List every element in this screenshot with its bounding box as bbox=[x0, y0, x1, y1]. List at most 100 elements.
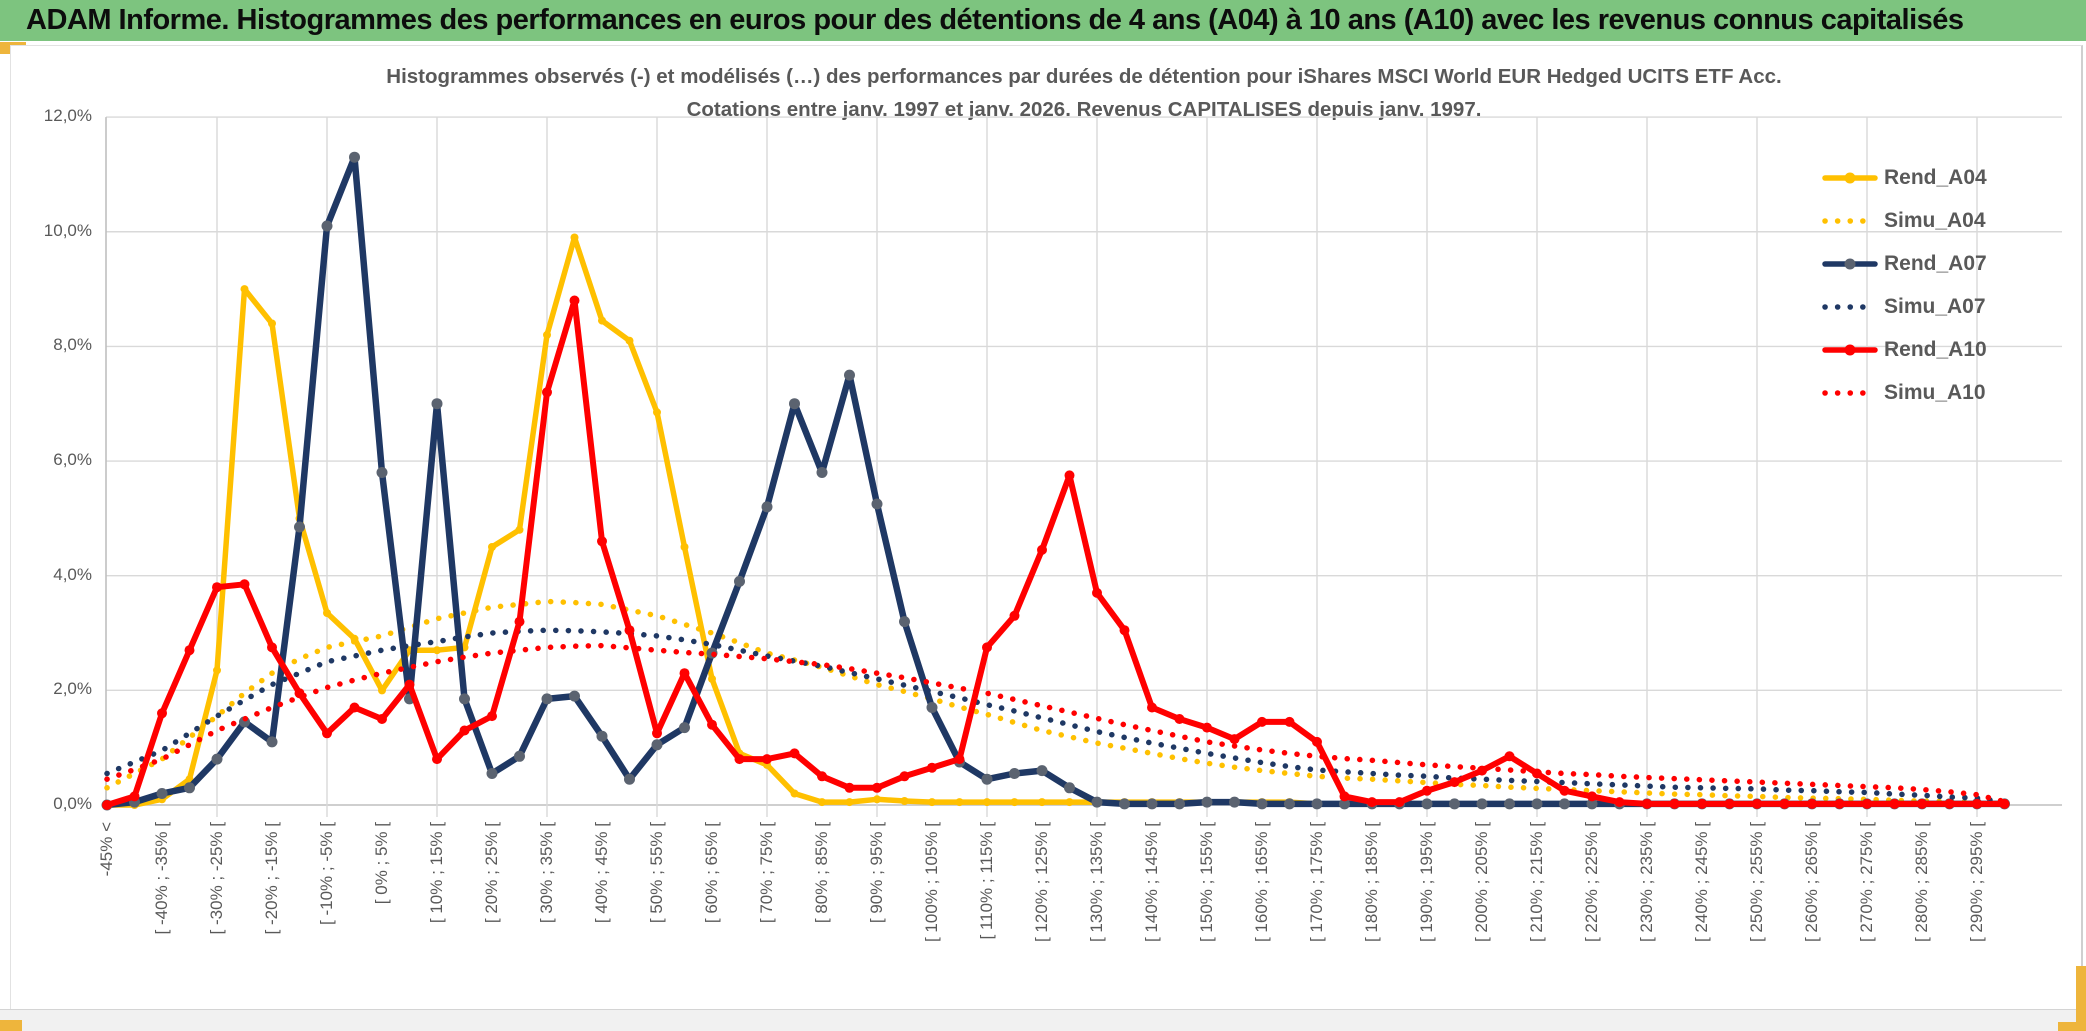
marker-Rend_A10 bbox=[1834, 798, 1845, 809]
marker-Rend_A10 bbox=[1669, 798, 1680, 809]
marker-Rend_A07 bbox=[679, 722, 690, 734]
legend-label: Rend_A10 bbox=[1884, 337, 1987, 361]
marker-Rend_A10 bbox=[1284, 716, 1295, 727]
x-axis-label: [ 10% ; 15% [ bbox=[427, 822, 446, 924]
x-axis-label: [ 80% ; 85% [ bbox=[812, 822, 831, 924]
series-Simu_A04[interactable] bbox=[104, 598, 2008, 807]
marker-Rend_A04 bbox=[790, 789, 799, 798]
marker-Rend_A07 bbox=[431, 398, 443, 410]
marker-Rend_A04 bbox=[1038, 798, 1046, 807]
marker-Rend_A10 bbox=[1724, 798, 1735, 809]
marker-Rend_A10 bbox=[652, 728, 662, 739]
marker-Rend_A04 bbox=[708, 674, 716, 683]
marker-Rend_A07 bbox=[349, 151, 360, 163]
legend-item-Simu_A04[interactable]: Simu_A04 bbox=[1822, 199, 1987, 242]
marker-Rend_A10 bbox=[1862, 798, 1872, 809]
marker-Rend_A10 bbox=[927, 762, 937, 773]
marker-Rend_A10 bbox=[1092, 587, 1102, 598]
marker-Rend_A04 bbox=[900, 797, 909, 805]
marker-Rend_A07 bbox=[294, 521, 305, 533]
marker-Rend_A10 bbox=[789, 748, 800, 759]
marker-Rend_A07 bbox=[1201, 796, 1213, 808]
marker-Rend_A07 bbox=[1009, 768, 1020, 779]
legend-item-Rend_A07[interactable]: Rend_A07 bbox=[1822, 242, 1987, 285]
marker-Rend_A07 bbox=[1064, 782, 1075, 794]
marker-Rend_A07 bbox=[761, 501, 773, 513]
marker-Rend_A07 bbox=[596, 730, 608, 742]
marker-Rend_A10 bbox=[267, 642, 277, 653]
marker-Rend_A07 bbox=[1311, 798, 1323, 810]
series-Simu_A07[interactable] bbox=[104, 627, 2008, 805]
marker-Rend_A04 bbox=[543, 330, 551, 339]
x-axis-label: [ -20% ; -15% [ bbox=[262, 822, 281, 935]
marker-Rend_A07 bbox=[459, 693, 470, 705]
legend-dotted-icon bbox=[1822, 389, 1878, 396]
marker-Rend_A07 bbox=[266, 736, 278, 748]
gold-accent-bottom-right bbox=[2058, 1022, 2086, 1031]
marker-Rend_A10 bbox=[1394, 797, 1405, 808]
marker-Rend_A10 bbox=[1064, 470, 1075, 481]
legend-item-Rend_A04[interactable]: Rend_A04 bbox=[1822, 156, 1987, 199]
x-axis-label: [ -40% ; -35% [ bbox=[152, 822, 171, 935]
x-axis-label: [ 290% ; 295% [ bbox=[1967, 822, 1986, 943]
chart-legend: Rend_A04 Simu_A04 Rend_A07 Simu_A07 Rend_A10… bbox=[1822, 156, 1987, 414]
legend-item-Simu_A10[interactable]: Simu_A10 bbox=[1822, 371, 1987, 414]
marker-Rend_A10 bbox=[707, 719, 717, 730]
marker-Rend_A07 bbox=[734, 575, 745, 587]
marker-Rend_A04 bbox=[1065, 798, 1074, 807]
marker-Rend_A10 bbox=[1009, 610, 1020, 621]
marker-Rend_A10 bbox=[514, 616, 525, 627]
marker-Rend_A04 bbox=[983, 798, 991, 807]
legend-line-icon bbox=[1822, 172, 1878, 183]
marker-Rend_A07 bbox=[1449, 798, 1460, 810]
x-axis-label: [ 30% ; 35% [ bbox=[537, 822, 556, 924]
chart-title-line2: Cotations entre janv. 1997 et janv. 2026… bbox=[686, 98, 1482, 121]
marker-Rend_A07 bbox=[486, 768, 498, 779]
legend-item-Rend_A10[interactable]: Rend_A10 bbox=[1822, 328, 1987, 371]
y-axis-label: 6,0% bbox=[53, 450, 92, 470]
marker-Rend_A10 bbox=[1587, 791, 1597, 802]
x-axis-label: [ -10% ; -5% [ bbox=[317, 822, 336, 925]
marker-Rend_A10 bbox=[679, 668, 690, 679]
x-axis-label: [ 50% ; 55% [ bbox=[647, 822, 666, 924]
marker-Rend_A07 bbox=[514, 750, 525, 762]
x-axis-label: [ 100% ; 105% [ bbox=[922, 822, 941, 943]
x-axis-label: [ 160% ; 165% [ bbox=[1252, 822, 1271, 943]
marker-Rend_A04 bbox=[323, 609, 331, 617]
marker-Rend_A07 bbox=[926, 702, 938, 713]
legend-item-Simu_A07[interactable]: Simu_A07 bbox=[1822, 285, 1987, 328]
marker-Rend_A10 bbox=[1917, 798, 1927, 809]
marker-Rend_A04 bbox=[625, 336, 634, 345]
marker-Rend_A04 bbox=[928, 798, 936, 807]
marker-Rend_A10 bbox=[569, 295, 580, 306]
series-Rend_A10[interactable] bbox=[104, 297, 2008, 808]
x-axis-label: [ 140% ; 145% [ bbox=[1142, 822, 1161, 943]
x-axis-label: [ 70% ; 75% [ bbox=[757, 822, 776, 924]
x-axis-label: -45% < bbox=[97, 822, 116, 877]
marker-Rend_A10 bbox=[624, 625, 635, 636]
marker-Rend_A04 bbox=[240, 285, 249, 294]
marker-Rend_A04 bbox=[570, 233, 579, 242]
marker-Rend_A10 bbox=[1422, 785, 1432, 796]
marker-Rend_A10 bbox=[1174, 714, 1185, 724]
legend-line-icon bbox=[1822, 344, 1878, 355]
marker-Rend_A07 bbox=[1256, 798, 1268, 810]
y-axis-label: 12,0% bbox=[43, 106, 92, 126]
marker-Rend_A07 bbox=[1476, 798, 1488, 810]
marker-Rend_A07 bbox=[541, 693, 553, 705]
marker-Rend_A10 bbox=[1752, 798, 1762, 809]
marker-Rend_A10 bbox=[1449, 777, 1460, 788]
x-axis-label: [ 280% ; 285% [ bbox=[1912, 822, 1931, 943]
marker-Rend_A10 bbox=[1504, 751, 1515, 762]
marker-Rend_A10 bbox=[239, 579, 250, 590]
marker-Rend_A10 bbox=[1972, 798, 1982, 809]
x-axis-label: [ 260% ; 265% [ bbox=[1802, 822, 1821, 943]
x-axis-label: [ 130% ; 135% [ bbox=[1087, 822, 1106, 943]
marker-Rend_A07 bbox=[376, 467, 388, 478]
marker-Rend_A07 bbox=[1339, 798, 1350, 810]
series-Simu_A10[interactable] bbox=[104, 642, 2008, 805]
marker-Rend_A10 bbox=[1642, 798, 1652, 809]
marker-Rend_A07 bbox=[1504, 798, 1515, 810]
